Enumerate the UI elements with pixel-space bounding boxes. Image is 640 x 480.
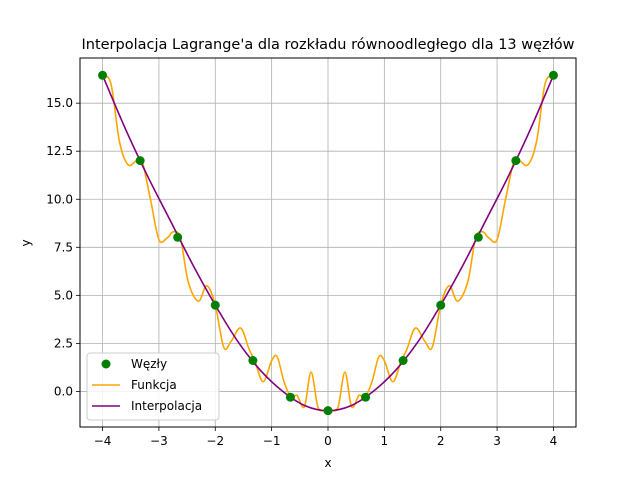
node-point <box>511 156 521 166</box>
y-tick-label: 10.0 <box>46 192 73 206</box>
x-axis: −4 −3 −2 −1 0 1 2 3 4 <box>94 427 558 448</box>
x-axis-label: x <box>324 456 331 470</box>
series-layer <box>98 70 558 416</box>
y-tick-label: 0.0 <box>54 384 73 398</box>
x-tick-label: 0 <box>324 434 332 448</box>
legend-label-interpolacja: Interpolacja <box>131 399 202 413</box>
x-tick-label: 1 <box>381 434 389 448</box>
node-point <box>210 300 220 310</box>
y-axis: 0.0 2.5 5.0 7.5 10.0 12.5 15.0 <box>46 96 80 398</box>
chart-title: Interpolacja Lagrange'a dla rozkładu rów… <box>81 37 574 53</box>
x-tick-label: −4 <box>94 434 112 448</box>
legend: Węzły Funkcja Interpolacja <box>86 352 220 421</box>
y-tick-label: 15.0 <box>46 96 73 110</box>
legend-label-wezly: Węzły <box>131 357 167 371</box>
node-point <box>436 300 446 310</box>
y-tick-label: 12.5 <box>46 144 73 158</box>
node-point <box>285 392 295 402</box>
node-point <box>323 406 333 416</box>
y-tick-label: 5.0 <box>54 288 73 302</box>
node-point <box>173 232 183 242</box>
x-tick-label: 2 <box>437 434 445 448</box>
y-tick-label: 2.5 <box>54 336 73 350</box>
node-point <box>548 70 558 80</box>
x-tick-label: 3 <box>493 434 501 448</box>
legend-label-funkcja: Funkcja <box>131 378 177 392</box>
x-tick-label: −3 <box>150 434 168 448</box>
y-tick-label: 7.5 <box>54 240 73 254</box>
node-point <box>135 156 145 166</box>
x-tick-label: −1 <box>263 434 281 448</box>
grid-layer <box>80 58 576 427</box>
node-point <box>361 392 371 402</box>
node-point <box>473 232 483 242</box>
legend-marker-wezly <box>101 359 111 369</box>
y-axis-label: y <box>19 239 33 246</box>
node-point <box>398 356 408 366</box>
legend-box <box>86 352 220 421</box>
x-tick-label: −2 <box>206 434 224 448</box>
node-point <box>248 356 258 366</box>
node-point <box>98 70 108 80</box>
x-tick-label: 4 <box>550 434 558 448</box>
